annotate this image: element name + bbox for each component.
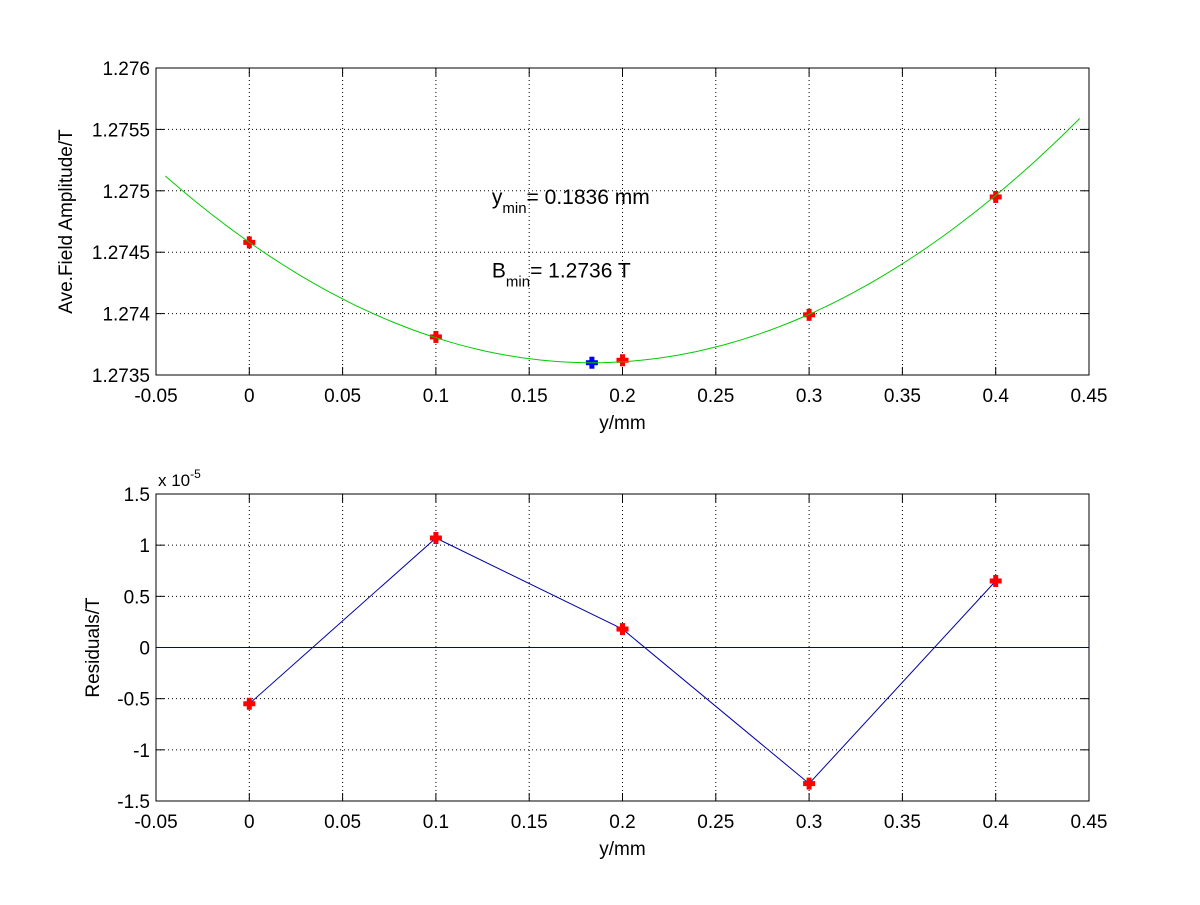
data-point	[616, 623, 629, 636]
x-tick-label: 0.35	[884, 386, 921, 407]
annotation-text: = 1.2736 T	[530, 260, 631, 283]
annotation-sub: min	[502, 200, 526, 217]
y-tick-label: 1	[139, 536, 150, 557]
chart-2: -0.05 0 0.05 0.1 0.15 0.2 0.25 0.3 0.35 0.4 0.45 -1…	[83, 467, 1107, 860]
y-tick-label: -1.5	[117, 792, 150, 813]
x-axis-label: y/mm	[599, 839, 645, 860]
x-tick-label: 0.1	[423, 812, 449, 833]
axes-box	[155, 493, 1090, 802]
x-tick-label: 0.15	[511, 386, 548, 407]
annotation-text: = 0.1836 mm	[527, 186, 650, 209]
x-tick-label: 0.4	[982, 812, 1009, 833]
x-tick-label: -0.05	[134, 386, 177, 407]
data-point	[989, 190, 1002, 203]
y-tick-label: 1.2735	[92, 366, 150, 387]
x-tick-label: 0.3	[796, 386, 822, 407]
x-tick-label: 0.15	[511, 812, 548, 833]
data-point	[989, 574, 1002, 587]
y-axis-label: Residuals/T	[83, 597, 104, 698]
y-tick-label: 1.275	[102, 182, 150, 203]
data-point	[616, 354, 629, 367]
annotation-main: B	[492, 260, 506, 283]
x-tick-label: 0.3	[796, 812, 822, 833]
annotation-sub: min	[506, 274, 530, 291]
x-tick-label: 0.1	[423, 386, 449, 407]
x-tick-label: 0.25	[697, 812, 734, 833]
exponent-base: x 10	[158, 471, 190, 490]
data-point	[803, 777, 816, 790]
x-tick-label: -0.05	[134, 812, 177, 833]
y-tick-label: -1	[133, 741, 150, 762]
y-tick-label: 1.274	[102, 305, 150, 326]
y-tick-label: 1.5	[124, 485, 150, 506]
chart-1: -0.05 0 0.05 0.1 0.15 0.2 0.25 0.3 0.35 0.4 0.45 1.…	[56, 59, 1107, 434]
exponent-power: -5	[190, 467, 201, 481]
x-tick-label: 0	[244, 812, 255, 833]
x-tick-label: 0.35	[884, 812, 921, 833]
x-tick-label: 0	[244, 386, 255, 407]
y-tick-label: 0	[139, 639, 150, 660]
fit-curve	[164, 118, 1081, 364]
y-tick-label: 1.2755	[92, 120, 150, 141]
annotation: Bmin= 1.2736 T	[492, 260, 631, 291]
x-tick-label: 0.05	[324, 386, 361, 407]
exponent-label: x 10-5	[158, 467, 201, 490]
x-tick-label: 0.2	[609, 812, 635, 833]
x-tick-label: 0.45	[1071, 812, 1108, 833]
x-tick-label: 0.45	[1071, 386, 1108, 407]
annotation-main: y	[492, 186, 503, 209]
x-axis-label: y/mm	[599, 413, 645, 434]
y-tick-label: 1.276	[102, 59, 150, 80]
x-tick-label: 0.25	[697, 386, 734, 407]
x-tick-label: 0.05	[324, 812, 361, 833]
y-tick-label: 0.5	[124, 587, 150, 608]
y-tick-label: 1.2745	[92, 243, 150, 264]
y-tick-label: -0.5	[117, 690, 150, 711]
plot-area	[156, 68, 1089, 375]
data-point	[243, 697, 256, 710]
x-tick-label: 0.4	[982, 386, 1009, 407]
x-tick-label: 0.2	[609, 386, 635, 407]
annotation: ymin= 0.1836 mm	[492, 186, 650, 217]
axes-box	[155, 67, 1090, 376]
y-axis-label: Ave.Field Amplitude/T	[56, 129, 77, 314]
data-point	[429, 532, 442, 545]
